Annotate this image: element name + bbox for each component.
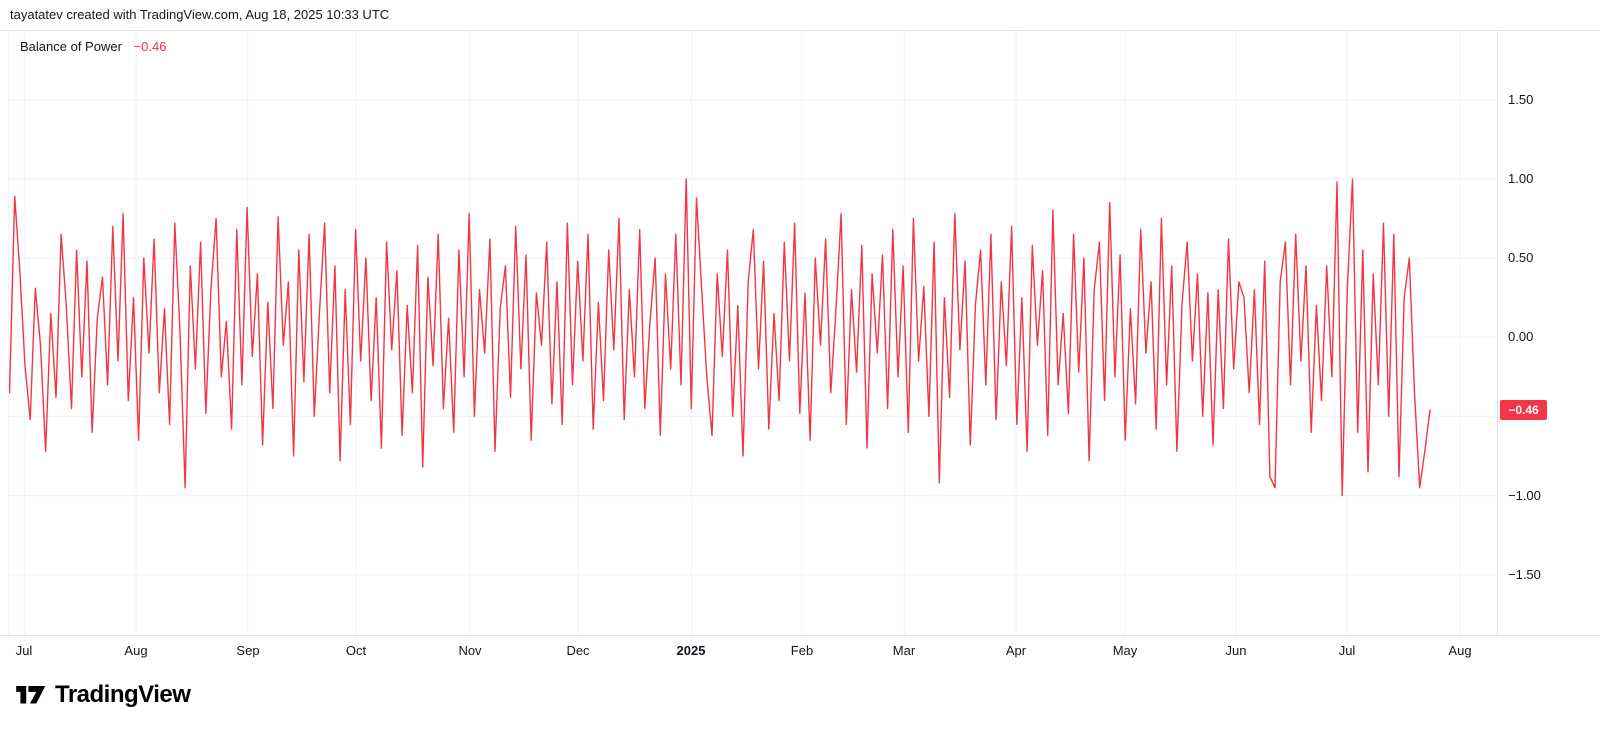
x-axis-label: Dec bbox=[566, 643, 590, 658]
attribution[interactable]: tayatatev created with TradingView.com, … bbox=[10, 7, 390, 22]
x-axis-label: Sep bbox=[236, 643, 260, 658]
x-axis-label: Aug bbox=[1448, 643, 1472, 658]
y-axis-label: 0.50 bbox=[1508, 250, 1534, 265]
x-axis-label: Mar bbox=[892, 643, 916, 658]
y-axis-label: 1.00 bbox=[1508, 171, 1534, 186]
x-axis-label: Aug bbox=[124, 643, 148, 658]
x-axis-label: May bbox=[1112, 643, 1138, 658]
y-axis-label: 0.00 bbox=[1508, 329, 1534, 344]
chart-svg[interactable] bbox=[8, 30, 1497, 635]
tradingview-logo-icon bbox=[16, 686, 46, 704]
x-axis[interactable]: Jul Aug Sep Oct Nov Dec 2025 Feb Mar Apr May Jun Jul… bbox=[0, 636, 1600, 668]
x-axis-label: Oct bbox=[345, 643, 367, 658]
plot-left-edge bbox=[8, 30, 9, 635]
indicator-value: −0.46 bbox=[133, 39, 167, 54]
x-axis-label: Nov bbox=[458, 643, 482, 658]
y-axis-label: 1.50 bbox=[1508, 92, 1534, 107]
x-axis-label: Jul bbox=[1338, 643, 1356, 658]
indicator-legend[interactable]: Balance of Power −0.46 bbox=[20, 39, 166, 54]
tradingview-logo-text: TradingView bbox=[55, 681, 191, 708]
x-axis-border bbox=[0, 635, 1600, 636]
top-separator bbox=[0, 30, 1600, 31]
x-axis-label: Jul bbox=[15, 643, 33, 658]
y-axis-border bbox=[1497, 30, 1498, 635]
price-label-badge: −0.46 bbox=[1500, 400, 1547, 420]
indicator-label: Balance of Power bbox=[20, 39, 122, 54]
tradingview-logo[interactable]: TradingView bbox=[16, 681, 191, 709]
y-axis[interactable]: −0.46 1.501.000.500.00−0.50−1.00−1.50 bbox=[1497, 30, 1600, 635]
x-axis-label: Feb bbox=[790, 643, 814, 658]
plot-area[interactable]: Balance of Power −0.46 bbox=[8, 30, 1497, 635]
y-axis-label: −1.50 bbox=[1508, 567, 1541, 582]
x-axis-label: Apr bbox=[1005, 643, 1027, 658]
y-axis-label: −1.00 bbox=[1508, 488, 1541, 503]
x-axis-label: Jun bbox=[1225, 643, 1247, 658]
x-axis-label: 2025 bbox=[676, 643, 706, 658]
